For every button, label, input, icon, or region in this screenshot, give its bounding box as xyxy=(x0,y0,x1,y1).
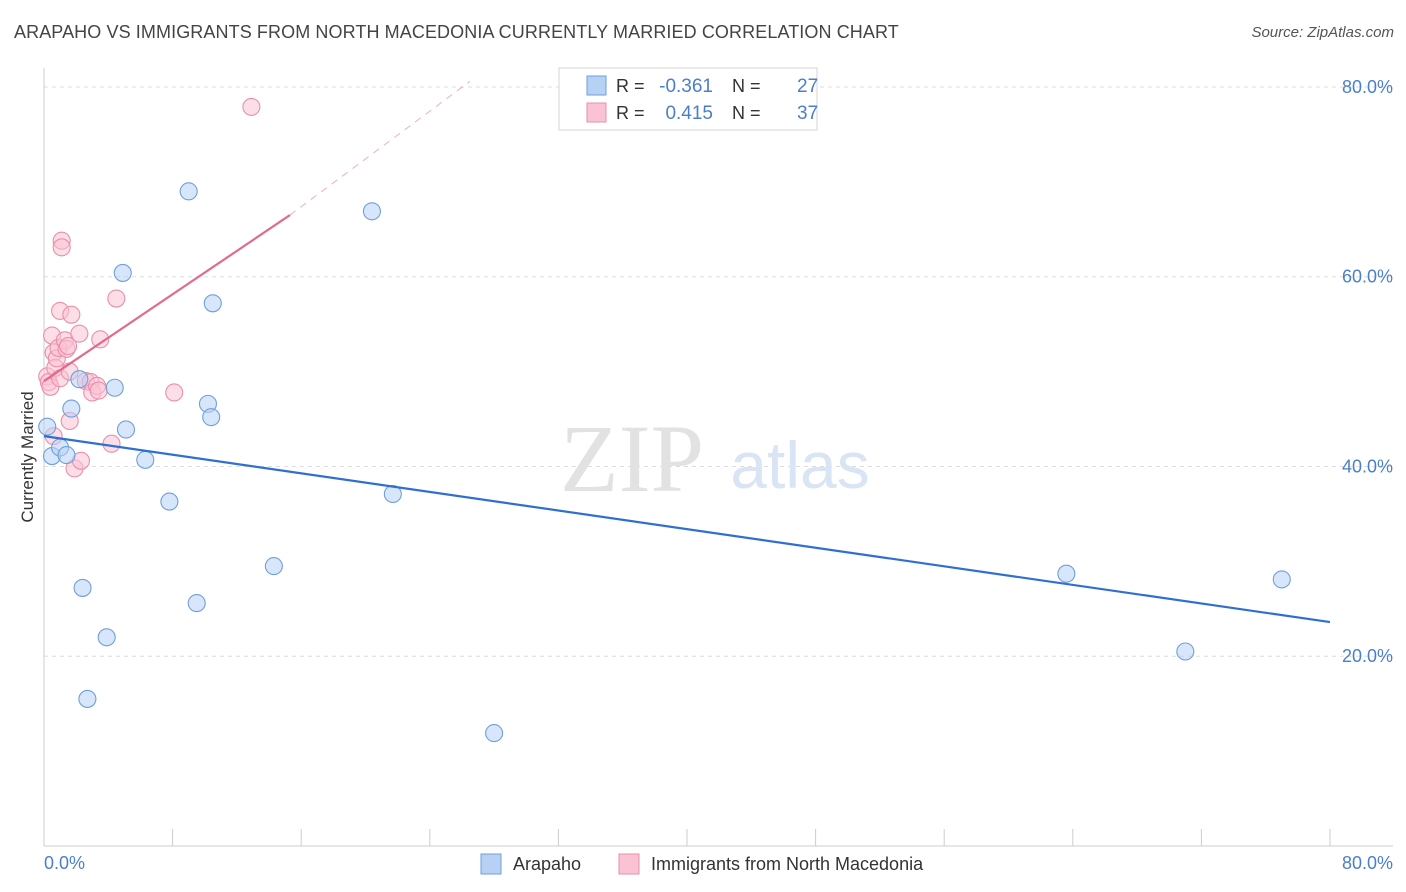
arapaho-point-13 xyxy=(160,492,179,511)
stats-r-label-blue: R = xyxy=(616,76,645,96)
watermark-zip: ZIP xyxy=(560,405,704,512)
arapaho-point-23 xyxy=(1057,564,1076,583)
immigrants-point-30 xyxy=(165,383,184,402)
stats-n-value-pink: 37 xyxy=(797,103,818,124)
stats-legend-swatch-pink xyxy=(586,102,607,123)
x-axis-ticks xyxy=(43,829,1331,846)
y-tick-label-80: 80.0% xyxy=(1342,77,1393,97)
chart-title: ARAPAHO VS IMMIGRANTS FROM NORTH MACEDON… xyxy=(14,22,899,42)
series-immigrants-points xyxy=(38,97,261,478)
legend-swatch-immigrants[interactable] xyxy=(618,853,640,875)
stats-r-label-pink: R = xyxy=(616,103,645,123)
arapaho-point-15 xyxy=(187,594,206,613)
stats-n-value-blue: 27 xyxy=(797,76,818,97)
arapaho-point-20 xyxy=(362,202,381,221)
stats-legend-swatch-blue xyxy=(586,75,607,96)
stats-n-label-pink: N = xyxy=(732,103,761,123)
immigrants-point-12 xyxy=(52,238,71,257)
arapaho-point-24 xyxy=(1176,642,1195,661)
immigrants-point-29 xyxy=(107,289,126,308)
series-arapaho-points xyxy=(38,182,1291,743)
y-tick-label-40: 40.0% xyxy=(1342,456,1393,476)
immigrants-point-15 xyxy=(59,336,78,356)
immigrants-trend-line xyxy=(43,214,291,383)
y-tick-label-60: 60.0% xyxy=(1342,267,1393,287)
y-tick-labels: 20.0% 40.0% 60.0% 80.0% xyxy=(1342,77,1393,666)
arapaho-point-22 xyxy=(485,724,504,743)
y-axis-title: Currently Married xyxy=(18,391,37,522)
arapaho-point-0 xyxy=(38,417,57,436)
arapaho-point-11 xyxy=(116,420,136,439)
stats-r-value-pink: 0.415 xyxy=(665,103,713,124)
immigrants-point-20 xyxy=(70,324,89,343)
trend-lines xyxy=(43,80,1331,624)
immigrants-point-27 xyxy=(91,330,110,349)
legend-swatch-arapaho[interactable] xyxy=(480,853,502,875)
x-tick-label-max: 80.0% xyxy=(1342,853,1393,873)
arapaho-point-12 xyxy=(136,450,155,469)
arapaho-point-5 xyxy=(70,370,89,389)
arapaho-trend-line xyxy=(43,435,1331,624)
watermark-atlas: atlas xyxy=(730,428,869,502)
legend-label-immigrants[interactable]: Immigrants from North Macedonia xyxy=(651,854,924,874)
arapaho-point-6 xyxy=(73,578,92,597)
immigrants-point-17 xyxy=(62,305,81,324)
arapaho-point-17 xyxy=(202,408,221,427)
grid-lines xyxy=(44,86,1393,657)
arapaho-point-8 xyxy=(97,628,116,647)
arapaho-point-10 xyxy=(113,263,132,282)
source-label: Source: ZipAtlas.com xyxy=(1251,24,1394,41)
arapaho-point-19 xyxy=(264,557,283,576)
arapaho-point-7 xyxy=(78,689,97,708)
arapaho-point-9 xyxy=(105,378,124,397)
immigrants-trend-extension xyxy=(289,80,471,216)
arapaho-point-14 xyxy=(179,182,198,201)
arapaho-point-25 xyxy=(1272,570,1291,589)
immigrants-point-28 xyxy=(102,434,121,453)
arapaho-point-3 xyxy=(57,446,76,465)
series-legend: Arapaho Immigrants from North Macedonia xyxy=(480,853,924,875)
x-tick-label-min: 0.0% xyxy=(44,853,85,873)
arapaho-point-4 xyxy=(62,399,81,418)
immigrants-point-31 xyxy=(242,97,261,116)
y-tick-label-20: 20.0% xyxy=(1342,646,1393,666)
arapaho-point-18 xyxy=(203,294,222,313)
stats-r-value-blue: -0.361 xyxy=(659,76,713,97)
legend-label-arapaho[interactable]: Arapaho xyxy=(513,854,581,874)
immigrants-point-26 xyxy=(89,381,108,400)
stats-legend: R = -0.361 N = 27 R = 0.415 N = 37 xyxy=(558,67,818,131)
stats-n-label-blue: N = xyxy=(732,76,761,96)
